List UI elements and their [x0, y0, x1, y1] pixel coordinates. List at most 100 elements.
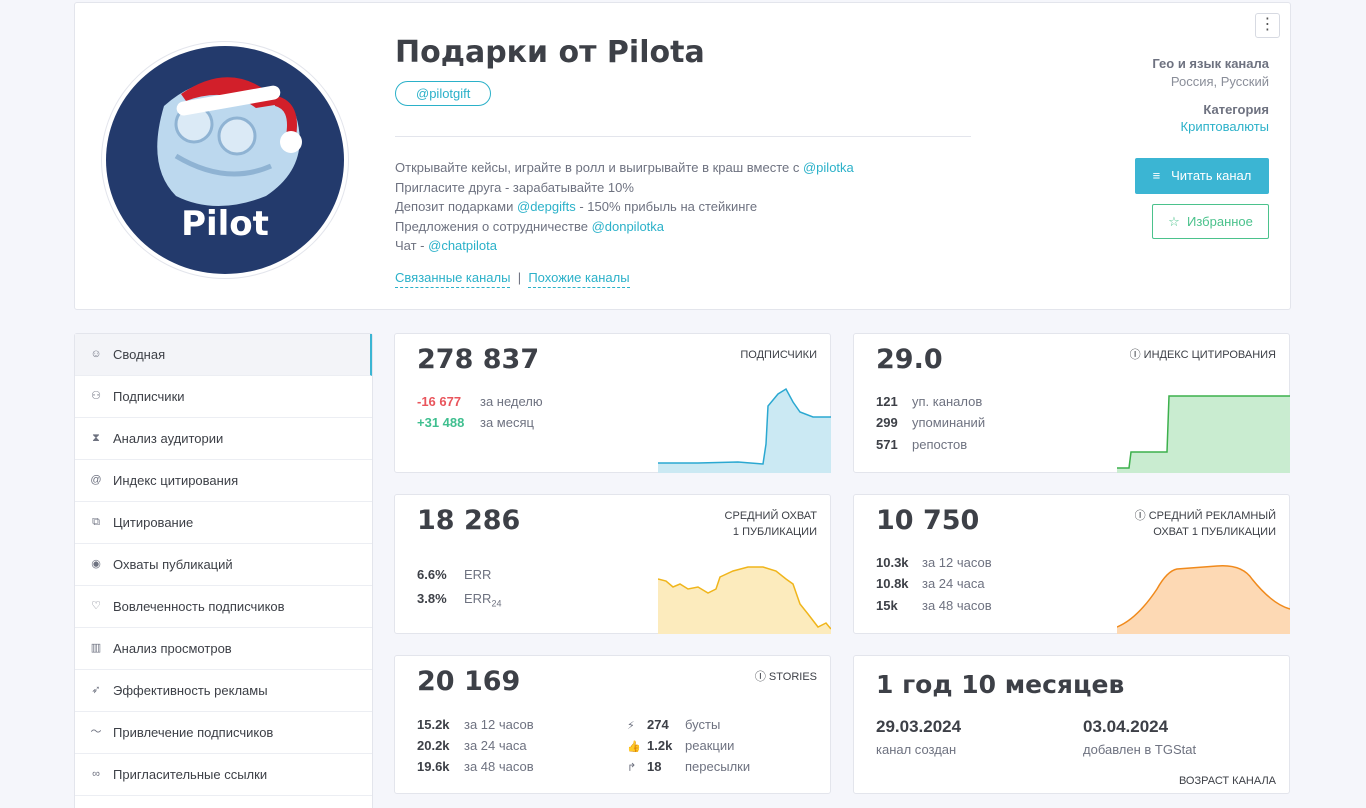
sidebar-item-ad-efficiency[interactable]: ➶ Эффективность рекламы [75, 670, 372, 712]
related-links: Связанные каналы | Похожие каналы [395, 270, 630, 288]
subscribers-card[interactable]: 278 837 ПОДПИСЧИКИ -16 677 за неделю +31 … [394, 333, 831, 473]
sidebar-item-audience[interactable]: ⧗ Анализ аудитории [75, 418, 372, 460]
created-label: канал создан [876, 742, 957, 757]
stat-row: ↱ 18 пересылки [627, 759, 751, 774]
more-vertical-icon: ⋮ [1259, 16, 1276, 33]
channel-title: Подарки от Pilota [395, 35, 705, 70]
mention-link[interactable]: @depgifts [517, 199, 576, 214]
favorite-button[interactable]: ☆ Избранное [1152, 204, 1269, 239]
reach-sparkline [658, 566, 831, 634]
stat-row: 121 уп. каналов [876, 394, 983, 409]
stat-row: 15.2k за 12 часов [417, 717, 534, 732]
channel-header: Pilot Подарки от Pilota @pilotgift Откры… [74, 2, 1291, 310]
subscribers-sparkline [658, 387, 831, 473]
stat-row: 👍 1.2k реакции [627, 738, 735, 753]
description-line: Открывайте кейсы, играйте в ролл и выигр… [395, 160, 854, 175]
eye-icon: ◉ [91, 558, 101, 570]
stat-row: 3.8% ERR24 [417, 591, 502, 609]
stat-row: 20.2k за 24 часа [417, 738, 527, 753]
more-menu-button[interactable]: ⋮ [1255, 13, 1280, 38]
channel-handle-link[interactable]: @pilotgift [395, 81, 492, 106]
card-label: ВОЗРАСТ КАНАЛА [1178, 775, 1276, 787]
sidebar-item-subscribers[interactable]: ⚇ Подписчики [75, 376, 372, 418]
created-date: 29.03.2024 [876, 717, 962, 736]
trend-icon: 〜 [90, 726, 102, 738]
heart-icon: ♡ [91, 600, 101, 612]
avatar-text: Pilot [181, 204, 269, 244]
hourglass-icon: ⧗ [92, 432, 100, 444]
stories-card[interactable]: 20 169 ⓘ STORIES 15.2k за 12 часов 20.2k з… [394, 655, 831, 794]
help-icon: ⓘ [754, 671, 766, 683]
sidebar-item-views[interactable]: ▥ Анализ просмотров [75, 628, 372, 670]
card-label: ПОДПИСЧИКИ [740, 349, 817, 361]
stat-row: 10.8k за 24 часа [876, 576, 985, 591]
sidebar-item-engagement[interactable]: ♡ Вовлеченность подписчиков [75, 586, 372, 628]
divider [395, 136, 971, 137]
at-icon: @ [90, 474, 102, 486]
star-icon: ☆ [1168, 214, 1180, 229]
subscribers-count: 278 837 [417, 344, 540, 375]
stat-row: +31 488 за месяц [417, 415, 534, 430]
citation-index-card[interactable]: 29.0 ⓘ ИНДЕКС ЦИТИРОВАНИЯ 121 уп. каналов… [853, 333, 1290, 473]
read-channel-button[interactable]: ≡ Читать канал [1135, 158, 1269, 194]
avatar-mascot [157, 77, 302, 206]
stat-row: 571 репостов [876, 437, 968, 452]
sidebar-item-citation-index[interactable]: @ Индекс цитирования [75, 460, 372, 502]
description-line: Депозит подарками @depgifts - 150% прибы… [395, 199, 758, 214]
description-line: Предложения о сотрудничестве @donpilotka [395, 218, 665, 234]
stat-row: -16 677 за неделю [417, 394, 543, 409]
stat-row: 299 упоминаний [876, 415, 986, 430]
sidebar-item-invite-links[interactable]: ∞ Пригласительные ссылки [75, 754, 372, 796]
added-label: добавлен в TGStat [1083, 742, 1197, 757]
channel-age-value: 1 год 10 месяцев [876, 670, 1125, 699]
card-label: ⓘ ИНДЕКС ЦИТИРОВАНИЯ [1129, 349, 1276, 361]
ad-reach-card[interactable]: 10 750 ⓘ СРЕДНИЙ РЕКЛАМНЫЙ ОХВАТ 1 ПУБЛИК… [853, 494, 1290, 634]
copy-icon: ⧉ [92, 516, 100, 528]
average-reach-value: 18 286 [417, 505, 521, 536]
ad-reach-sparkline [1117, 565, 1290, 634]
card-label: ⓘ STORIES [754, 671, 817, 683]
similar-channels-link[interactable]: Похожие каналы [528, 270, 630, 288]
geo-value: Россия, Русский [1170, 74, 1269, 89]
help-icon: ⓘ [1134, 510, 1146, 522]
bar-chart-icon: ▥ [90, 642, 102, 654]
stat-row: ⚡ 274 бусты [627, 717, 721, 732]
stat-row: 10.3k за 12 часов [876, 555, 992, 570]
stat-row: 6.6% ERR [417, 567, 492, 582]
stories-value: 20 169 [417, 666, 521, 697]
mention-link[interactable]: @chatpilota [428, 238, 497, 253]
channel-description: Открывайте кейсы, играйте в ролл и выигр… [395, 158, 854, 256]
lightning-icon: ⚡ [627, 720, 635, 732]
added-date: 03.04.2024 [1083, 717, 1169, 736]
card-label: СРЕДНИЙ ОХВАТ 1 ПУБЛИКАЦИИ [724, 510, 817, 538]
sidebar-item-reach[interactable]: ◉ Охваты публикаций [75, 544, 372, 586]
channel-age-card: 1 год 10 месяцев 29.03.2024 канал создан… [853, 655, 1290, 794]
sidebar-item-citations[interactable]: ⧉ Цитирование [75, 502, 372, 544]
help-icon: ⓘ [1129, 349, 1141, 361]
ad-reach-value: 10 750 [876, 505, 980, 536]
description-line: Пригласите друга - зарабатывайте 10% [395, 179, 634, 195]
mention-link[interactable]: @donpilotka [591, 218, 665, 234]
users-icon: ⚇ [91, 390, 101, 402]
rocket-icon: ➶ [91, 684, 101, 696]
sidebar-item-acquisition[interactable]: 〜 Привлечение подписчиков [75, 712, 372, 754]
citation-index-value: 29.0 [876, 344, 943, 375]
card-label: ⓘ СРЕДНИЙ РЕКЛАМНЫЙ ОХВАТ 1 ПУБЛИКАЦИИ [1134, 510, 1276, 538]
link-icon: ∞ [92, 768, 100, 780]
sidebar-nav: ☺ Сводная ⚇ Подписчики ⧗ Анализ аудитории @… [74, 333, 373, 808]
thumbs-up-icon: 👍 [627, 741, 641, 753]
mention-link[interactable]: @pilotka [802, 160, 854, 175]
list-icon: ≡ [1152, 168, 1161, 183]
category-label: Категория [1203, 102, 1269, 117]
category-link[interactable]: Криптовалюты [1180, 119, 1269, 134]
share-icon: ↱ [627, 762, 637, 774]
related-channels-link[interactable]: Связанные каналы [395, 270, 511, 288]
geo-label: Гео и язык канала [1152, 56, 1269, 71]
stat-row: 19.6k за 48 часов [417, 759, 534, 774]
dashboard-icon: ☺ [90, 348, 102, 360]
average-reach-card[interactable]: 18 286 СРЕДНИЙ ОХВАТ 1 ПУБЛИКАЦИИ 6.6% ERR… [394, 494, 831, 634]
sidebar-item-summary[interactable]: ☺ Сводная [75, 334, 372, 376]
stat-row: 15k за 48 часов [876, 598, 992, 613]
channel-avatar: Pilot [101, 41, 349, 279]
description-line: Чат - @chatpilota [395, 238, 497, 253]
